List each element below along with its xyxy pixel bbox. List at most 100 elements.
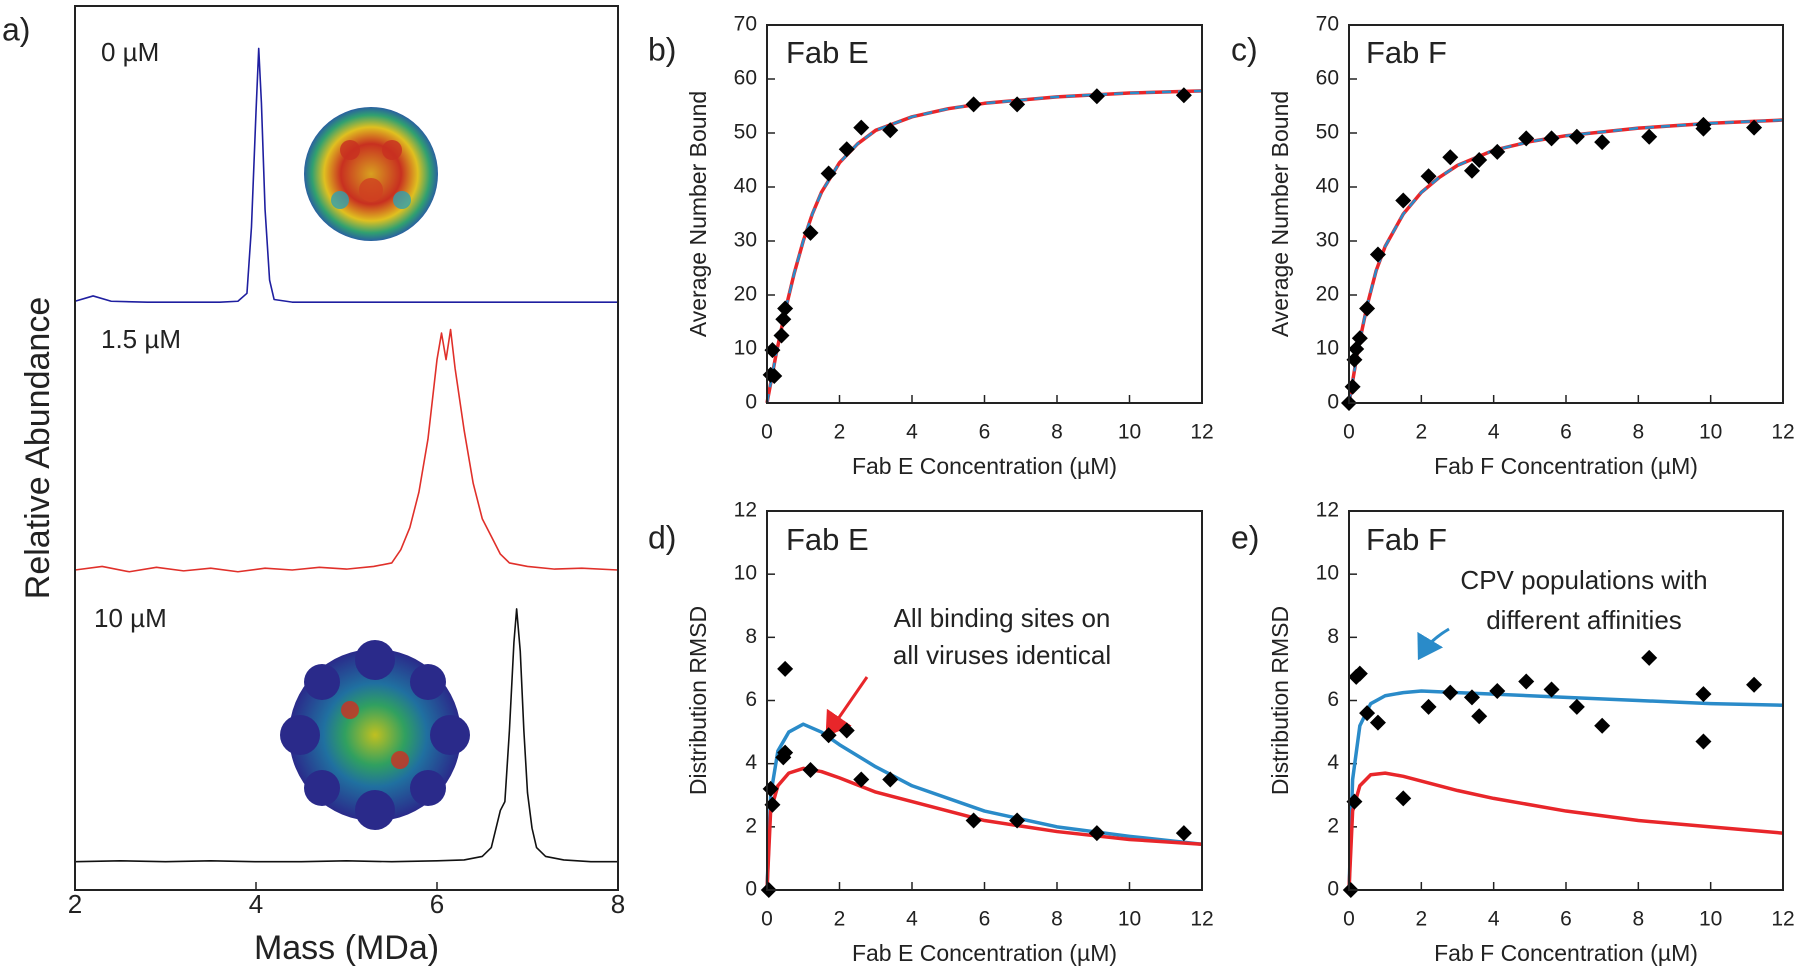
x-tick-label: 2 — [1415, 421, 1427, 444]
panel-title: Fab F — [1366, 522, 1447, 557]
x-tick-label: 6 — [430, 889, 444, 919]
data-point — [820, 165, 837, 182]
panel-label: b) — [648, 31, 676, 67]
data-point — [1641, 649, 1658, 666]
data-point — [1369, 246, 1386, 263]
x-tick-label: 8 — [1051, 908, 1063, 931]
data-point — [802, 224, 819, 241]
data-line — [1347, 771, 1784, 891]
data-point — [1746, 119, 1763, 136]
y-tick-label: 0 — [1327, 391, 1339, 414]
data-point — [1543, 681, 1560, 698]
data-point — [764, 796, 781, 813]
data-point — [1695, 733, 1712, 750]
x-tick-label: 12 — [1771, 908, 1794, 931]
x-tick-label: 4 — [1488, 421, 1500, 444]
y-tick-label: 12 — [734, 499, 757, 522]
data-point — [1359, 300, 1376, 317]
x-tick-label: 10 — [1699, 421, 1722, 444]
data-point — [777, 744, 794, 761]
x-tick-label: 0 — [761, 421, 773, 444]
data-point — [1442, 149, 1459, 166]
annotation: different affinities — [1486, 605, 1682, 635]
y-axis-label: Distribution RMSD — [685, 606, 711, 795]
x-axis-label: Fab F Concentration (µM) — [1434, 453, 1698, 479]
data-point — [1346, 351, 1363, 368]
data-point — [1471, 708, 1488, 725]
annotation-arrow — [825, 676, 869, 737]
x-tick-label: 4 — [1488, 908, 1500, 931]
x-tick-label: 10 — [1118, 908, 1141, 931]
panel-title: Fab E — [786, 35, 869, 70]
y-tick-label: 30 — [1316, 229, 1339, 252]
x-tick-label: 12 — [1190, 908, 1213, 931]
data-point — [1489, 683, 1506, 700]
y-tick-label: 70 — [734, 13, 757, 36]
data-point — [838, 722, 855, 739]
y-tick-label: 2 — [1327, 814, 1339, 837]
data-point — [882, 771, 899, 788]
data-point — [820, 727, 837, 744]
data-point — [777, 660, 794, 677]
y-tick-label: 30 — [734, 229, 757, 252]
data-point — [1594, 134, 1611, 151]
x-tick-label: 4 — [906, 421, 918, 444]
x-axis-label: Fab E Concentration (µM) — [852, 940, 1117, 966]
y-tick-label: 20 — [734, 283, 757, 306]
data-point — [1463, 689, 1480, 706]
y-tick-label: 0 — [745, 878, 757, 901]
data-point — [1568, 128, 1585, 145]
x-tick-label: 10 — [1699, 908, 1722, 931]
data-line — [765, 89, 1203, 404]
x-tick-label: 4 — [249, 889, 263, 919]
panel-label: e) — [1231, 519, 1259, 555]
data-point — [1175, 87, 1192, 104]
data-point — [853, 771, 870, 788]
y-tick-label: 50 — [1316, 121, 1339, 144]
data-point — [1395, 790, 1412, 807]
data-point — [1463, 162, 1480, 179]
data-point — [1344, 378, 1361, 395]
data-point — [1695, 686, 1712, 703]
y-tick-label: 10 — [734, 337, 757, 360]
panel-label: c) — [1231, 31, 1258, 67]
data-point — [764, 342, 781, 359]
data-point — [1489, 143, 1506, 160]
x-tick-label: 0 — [761, 908, 773, 931]
x-tick-label: 8 — [1051, 421, 1063, 444]
x-tick-label: 10 — [1118, 421, 1141, 444]
y-tick-label: 0 — [745, 391, 757, 414]
data-point — [1594, 717, 1611, 734]
x-tick-label: 2 — [1415, 908, 1427, 931]
data-point — [1518, 673, 1535, 690]
x-tick-label: 8 — [1632, 421, 1644, 444]
data-point — [1009, 812, 1026, 829]
data-point — [1518, 130, 1535, 147]
annotation: CPV populations with — [1460, 565, 1707, 595]
annotation: all viruses identical — [893, 640, 1111, 670]
x-tick-label: 0 — [1343, 908, 1355, 931]
data-point — [1543, 130, 1560, 147]
panel-title: Fab F — [1366, 35, 1447, 70]
data-point — [1088, 88, 1105, 105]
x-tick-label: 4 — [906, 908, 918, 931]
y-tick-label: 20 — [1316, 283, 1339, 306]
x-tick-label: 6 — [979, 908, 991, 931]
x-tick-label: 2 — [834, 908, 846, 931]
annotation: 1.5 µM — [101, 324, 181, 354]
data-point — [882, 122, 899, 139]
data-line — [765, 89, 1203, 404]
x-tick-label: 2 — [68, 889, 82, 919]
data-point — [1746, 676, 1763, 693]
data-point — [1641, 128, 1658, 145]
data-point — [802, 761, 819, 778]
data-point — [1395, 192, 1412, 209]
annotation-arrow — [1417, 627, 1450, 661]
x-tick-label: 6 — [979, 421, 991, 444]
x-tick-label: 8 — [1632, 908, 1644, 931]
data-point — [1471, 152, 1488, 168]
x-axis-label: Fab E Concentration (µM) — [852, 453, 1117, 479]
y-tick-label: 8 — [745, 625, 757, 648]
data-line — [1347, 118, 1784, 404]
